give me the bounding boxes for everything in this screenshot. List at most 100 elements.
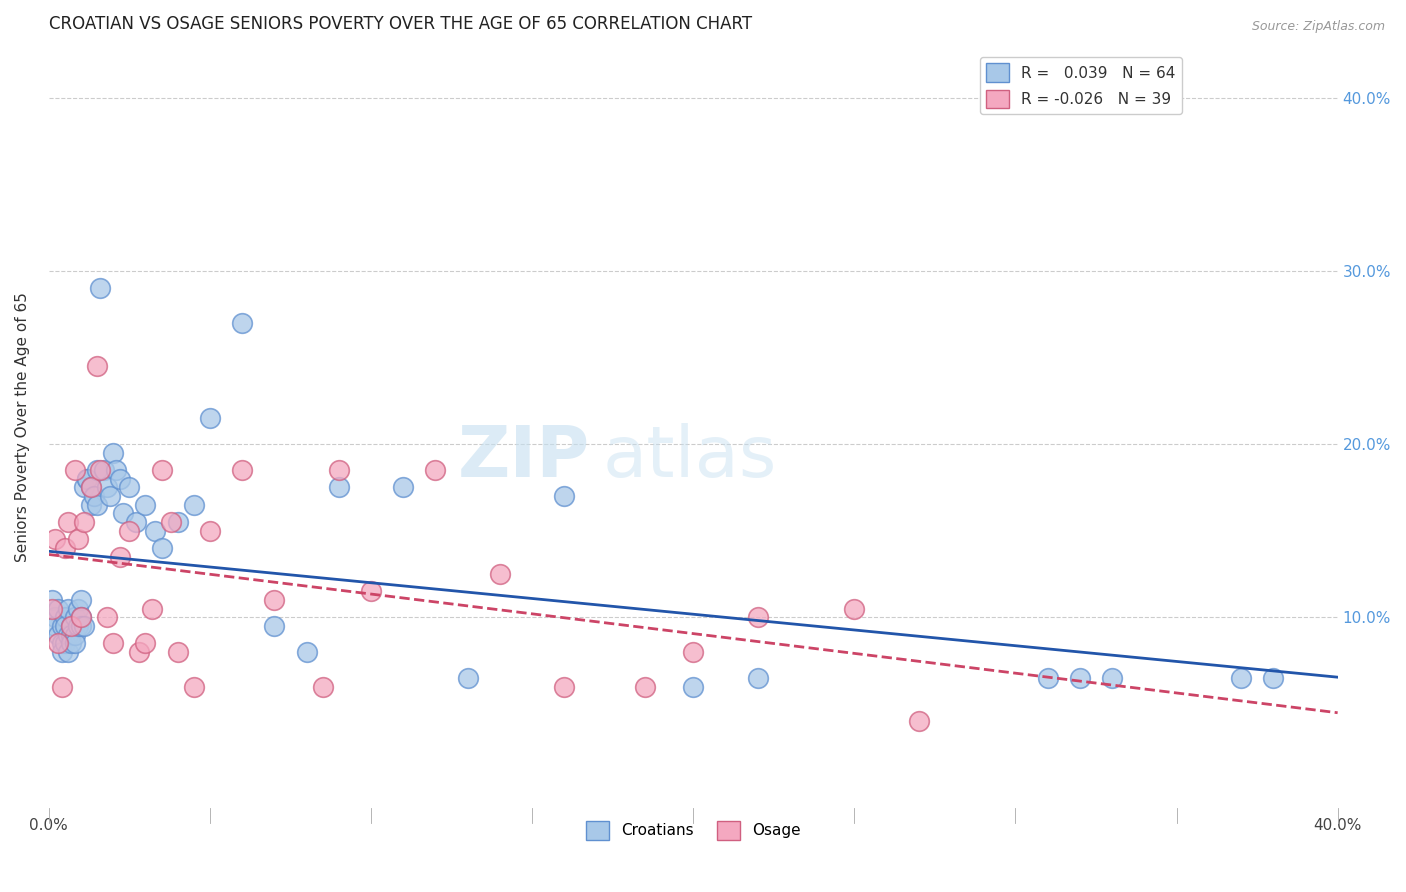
Point bbox=[60, 636, 83, 650]
Point bbox=[134, 636, 156, 650]
Point bbox=[51, 619, 73, 633]
Text: Source: ZipAtlas.com: Source: ZipAtlas.com bbox=[1251, 20, 1385, 33]
Point bbox=[134, 498, 156, 512]
Point bbox=[682, 680, 704, 694]
Point bbox=[425, 463, 447, 477]
Point bbox=[44, 619, 66, 633]
Point bbox=[60, 627, 83, 641]
Point bbox=[183, 680, 205, 694]
Point bbox=[183, 498, 205, 512]
Point bbox=[844, 601, 866, 615]
Point bbox=[311, 680, 333, 694]
Point bbox=[51, 680, 73, 694]
Point bbox=[263, 593, 285, 607]
Point bbox=[166, 515, 188, 529]
Point bbox=[86, 463, 108, 477]
Text: CROATIAN VS OSAGE SENIORS POVERTY OVER THE AGE OF 65 CORRELATION CHART: CROATIAN VS OSAGE SENIORS POVERTY OVER T… bbox=[49, 15, 752, 33]
Point bbox=[1036, 671, 1059, 685]
Point bbox=[263, 619, 285, 633]
Point bbox=[79, 480, 101, 494]
Point bbox=[105, 463, 128, 477]
Text: ZIP: ZIP bbox=[458, 423, 591, 491]
Point bbox=[56, 601, 79, 615]
Point bbox=[96, 610, 118, 624]
Point bbox=[392, 480, 415, 494]
Point bbox=[48, 636, 70, 650]
Point bbox=[198, 411, 221, 425]
Point bbox=[83, 489, 105, 503]
Point bbox=[103, 445, 125, 459]
Point bbox=[48, 627, 70, 641]
Point bbox=[166, 645, 188, 659]
Point bbox=[51, 636, 73, 650]
Point bbox=[118, 524, 141, 538]
Point bbox=[328, 480, 350, 494]
Point bbox=[125, 515, 148, 529]
Point bbox=[60, 619, 83, 633]
Point bbox=[128, 645, 150, 659]
Point bbox=[160, 515, 183, 529]
Point bbox=[1263, 671, 1285, 685]
Point bbox=[231, 463, 253, 477]
Point bbox=[79, 498, 101, 512]
Point bbox=[907, 714, 929, 728]
Point bbox=[41, 593, 63, 607]
Point bbox=[457, 671, 479, 685]
Point bbox=[56, 515, 79, 529]
Point bbox=[66, 533, 89, 547]
Point bbox=[1101, 671, 1123, 685]
Point bbox=[53, 610, 76, 624]
Point bbox=[86, 498, 108, 512]
Point bbox=[63, 610, 86, 624]
Point bbox=[66, 619, 89, 633]
Point bbox=[682, 645, 704, 659]
Point bbox=[141, 601, 163, 615]
Point bbox=[143, 524, 166, 538]
Point bbox=[489, 566, 512, 581]
Point bbox=[73, 515, 96, 529]
Text: atlas: atlas bbox=[603, 423, 778, 491]
Point bbox=[53, 619, 76, 633]
Point bbox=[73, 480, 96, 494]
Point bbox=[103, 636, 125, 650]
Point bbox=[48, 601, 70, 615]
Point bbox=[63, 463, 86, 477]
Point bbox=[53, 636, 76, 650]
Point bbox=[56, 627, 79, 641]
Point bbox=[108, 472, 131, 486]
Point bbox=[70, 593, 93, 607]
Point bbox=[51, 645, 73, 659]
Point bbox=[553, 489, 575, 503]
Point bbox=[1069, 671, 1091, 685]
Point bbox=[73, 619, 96, 633]
Point bbox=[150, 541, 173, 555]
Point bbox=[747, 671, 769, 685]
Point bbox=[118, 480, 141, 494]
Point bbox=[111, 506, 134, 520]
Point bbox=[295, 645, 318, 659]
Point bbox=[60, 619, 83, 633]
Point bbox=[76, 472, 98, 486]
Point bbox=[231, 316, 253, 330]
Point bbox=[44, 533, 66, 547]
Point bbox=[76, 472, 98, 486]
Point bbox=[89, 463, 111, 477]
Y-axis label: Seniors Poverty Over the Age of 65: Seniors Poverty Over the Age of 65 bbox=[15, 292, 30, 562]
Legend: Croatians, Osage: Croatians, Osage bbox=[579, 815, 807, 846]
Point bbox=[63, 627, 86, 641]
Point bbox=[56, 645, 79, 659]
Point bbox=[93, 463, 115, 477]
Point bbox=[41, 601, 63, 615]
Point bbox=[96, 480, 118, 494]
Point bbox=[360, 584, 382, 599]
Point bbox=[150, 463, 173, 477]
Point bbox=[634, 680, 657, 694]
Point bbox=[53, 541, 76, 555]
Point bbox=[79, 480, 101, 494]
Point bbox=[70, 610, 93, 624]
Point bbox=[70, 619, 93, 633]
Point bbox=[86, 359, 108, 373]
Point bbox=[108, 549, 131, 564]
Point bbox=[553, 680, 575, 694]
Point bbox=[66, 601, 89, 615]
